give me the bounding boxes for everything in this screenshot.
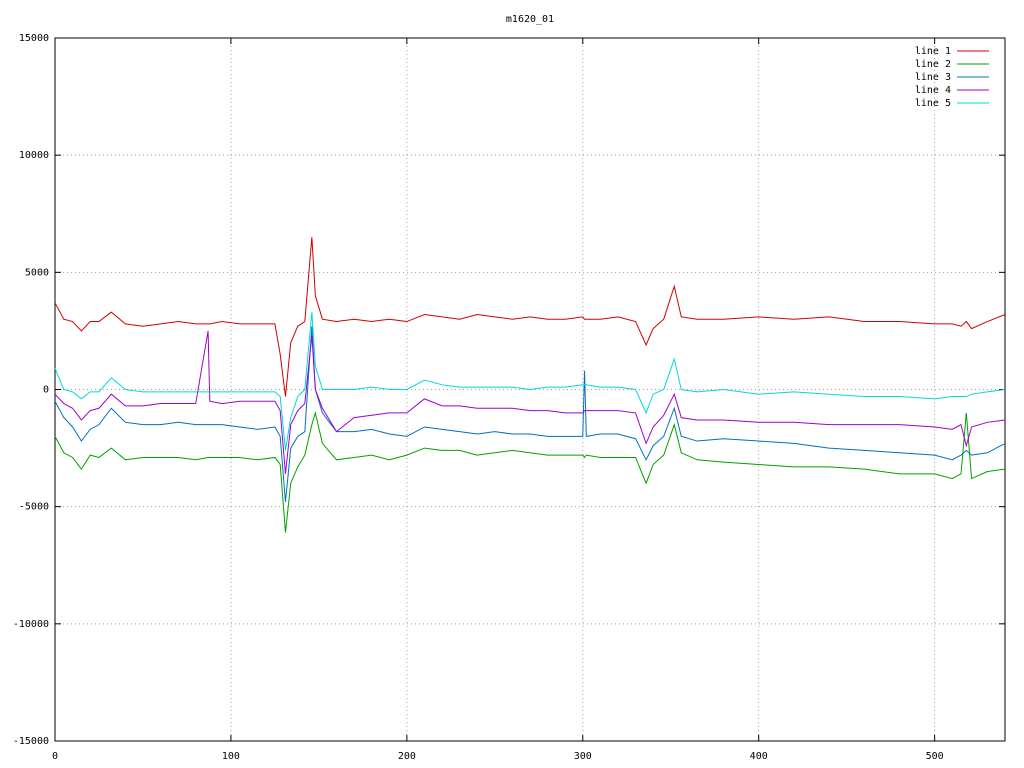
series-line xyxy=(54,312,1006,451)
legend-label: line 1 xyxy=(915,46,951,57)
chart-title: m1620_01 xyxy=(506,14,554,25)
y-tick-label: -10000 xyxy=(13,619,49,630)
legend-label: line 2 xyxy=(915,59,951,70)
x-tick-label: 500 xyxy=(926,751,944,762)
y-tick-label: -15000 xyxy=(13,736,49,747)
y-tick-label: 0 xyxy=(43,385,49,396)
x-tick-label: 0 xyxy=(52,751,58,762)
x-tick-label: 200 xyxy=(398,751,416,762)
series-line xyxy=(54,326,1006,503)
y-tick-label: 5000 xyxy=(25,267,49,278)
y-tick-label: -5000 xyxy=(19,502,49,513)
y-tick-label: 10000 xyxy=(19,150,49,161)
x-tick-label: 400 xyxy=(750,751,768,762)
series-line xyxy=(54,330,1006,474)
y-tick-label: 15000 xyxy=(19,33,49,44)
legend-label: line 4 xyxy=(915,85,951,96)
legend-label: line 3 xyxy=(915,72,951,83)
legend-label: line 5 xyxy=(915,98,951,109)
series-line xyxy=(54,410,1006,533)
series-line xyxy=(54,237,1006,397)
x-tick-label: 100 xyxy=(222,751,240,762)
x-tick-label: 300 xyxy=(574,751,592,762)
